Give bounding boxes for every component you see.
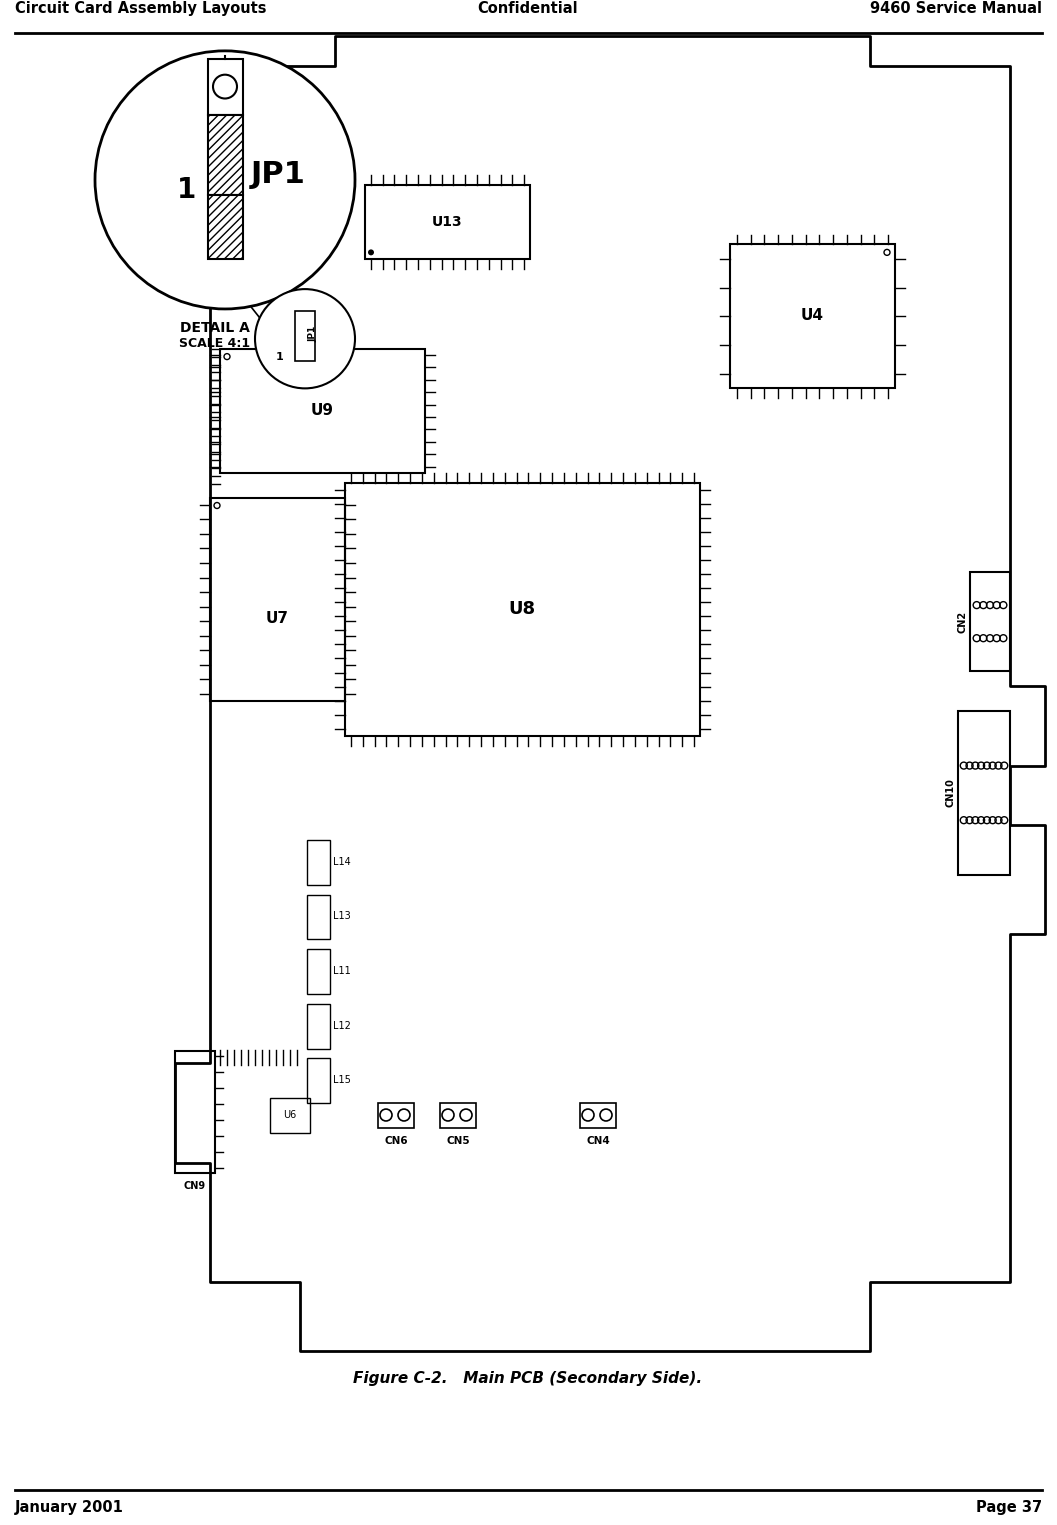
Bar bbox=[220, 349, 425, 473]
Circle shape bbox=[368, 250, 374, 255]
Bar bbox=[307, 895, 330, 939]
Text: CN10: CN10 bbox=[945, 778, 956, 807]
Bar bbox=[175, 1052, 215, 1173]
Bar bbox=[210, 497, 345, 702]
Text: L13: L13 bbox=[333, 912, 351, 921]
Bar bbox=[307, 1058, 330, 1103]
Bar bbox=[958, 711, 1010, 875]
Bar bbox=[208, 59, 243, 116]
Text: U13: U13 bbox=[431, 215, 462, 229]
Text: Figure C-2.   Main PCB (Secondary Side).: Figure C-2. Main PCB (Secondary Side). bbox=[353, 1371, 703, 1386]
Text: Page 37: Page 37 bbox=[976, 1501, 1042, 1516]
Bar bbox=[378, 1103, 414, 1128]
Bar bbox=[208, 195, 243, 259]
Text: 1: 1 bbox=[177, 175, 196, 204]
Text: U8: U8 bbox=[508, 599, 536, 618]
Text: CN2: CN2 bbox=[957, 610, 967, 633]
Bar bbox=[307, 1003, 330, 1049]
Text: L14: L14 bbox=[333, 857, 351, 866]
Text: U7: U7 bbox=[265, 612, 289, 627]
Text: JP1: JP1 bbox=[308, 326, 317, 342]
Text: L11: L11 bbox=[333, 965, 351, 976]
Text: U4: U4 bbox=[800, 308, 823, 323]
Text: U9: U9 bbox=[311, 403, 334, 418]
Bar bbox=[730, 244, 895, 389]
Text: JP1: JP1 bbox=[251, 160, 305, 189]
Bar bbox=[345, 483, 700, 737]
Bar bbox=[970, 572, 1010, 671]
Text: CN6: CN6 bbox=[384, 1136, 408, 1145]
Text: Circuit Card Assembly Layouts: Circuit Card Assembly Layouts bbox=[15, 2, 266, 17]
Circle shape bbox=[95, 50, 355, 310]
Bar bbox=[365, 185, 530, 259]
Text: CN5: CN5 bbox=[446, 1136, 469, 1145]
Text: L12: L12 bbox=[333, 1020, 351, 1031]
Text: CN4: CN4 bbox=[587, 1136, 610, 1145]
Bar bbox=[307, 840, 330, 884]
Circle shape bbox=[255, 290, 355, 389]
Bar bbox=[270, 1098, 310, 1133]
Text: 9460 Service Manual: 9460 Service Manual bbox=[870, 2, 1042, 17]
Text: 1: 1 bbox=[276, 352, 284, 361]
Bar bbox=[295, 311, 315, 360]
Text: January 2001: January 2001 bbox=[15, 1501, 124, 1516]
Text: DETAIL A: DETAIL A bbox=[180, 320, 249, 336]
Text: CN9: CN9 bbox=[184, 1180, 206, 1191]
Text: L15: L15 bbox=[333, 1075, 351, 1086]
Text: Confidential: Confidential bbox=[478, 2, 578, 17]
Bar bbox=[208, 116, 243, 195]
Text: U6: U6 bbox=[283, 1110, 297, 1119]
Bar bbox=[580, 1103, 616, 1128]
Bar bbox=[440, 1103, 476, 1128]
Bar bbox=[307, 949, 330, 994]
Text: SCALE 4:1: SCALE 4:1 bbox=[180, 337, 251, 349]
